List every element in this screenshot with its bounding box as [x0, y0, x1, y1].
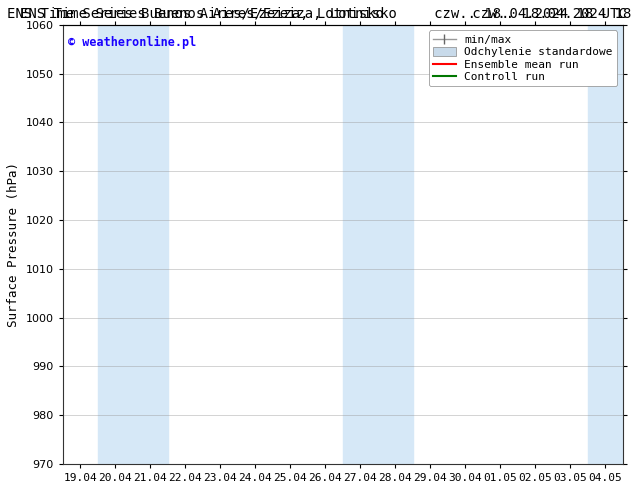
Bar — [98, 25, 168, 464]
Legend: min/max, Odchylenie standardowe, Ensemble mean run, Controll run: min/max, Odchylenie standardowe, Ensembl… — [429, 30, 618, 86]
Y-axis label: Surface Pressure (hPa): Surface Pressure (hPa) — [7, 162, 20, 327]
Bar — [343, 25, 413, 464]
Text: © weatheronline.pl: © weatheronline.pl — [68, 36, 197, 49]
Bar — [588, 25, 623, 464]
Text: ENS Time Series Buenos Aires/Ezeiza, Lotnisko      czw.. 18.04.2024 18 UTC: ENS Time Series Buenos Aires/Ezeiza, Lot… — [7, 7, 627, 22]
Title: ENS Time Series Buenos Aires/Ezeiza, Lotnisko         czw.. 18.04.2024 18 UTC: ENS Time Series Buenos Aires/Ezeiza, Lot… — [20, 7, 634, 21]
